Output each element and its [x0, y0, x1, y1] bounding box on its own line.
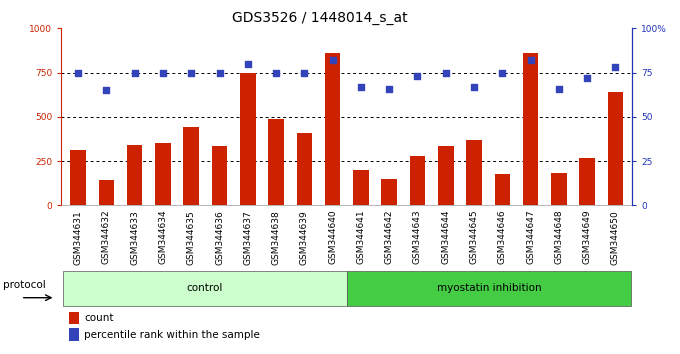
- Text: GSM344648: GSM344648: [554, 210, 563, 264]
- Text: GSM344650: GSM344650: [611, 210, 620, 264]
- Bar: [608, 92, 623, 205]
- Bar: [494, 175, 510, 205]
- Bar: [296, 133, 312, 205]
- Point: [271, 70, 282, 75]
- Text: GSM344636: GSM344636: [215, 210, 224, 264]
- Point: [469, 84, 479, 90]
- Text: GSM344640: GSM344640: [328, 210, 337, 264]
- Bar: [184, 127, 199, 205]
- Bar: [71, 150, 86, 205]
- Bar: [63, 271, 347, 306]
- Point: [129, 70, 140, 75]
- Point: [299, 70, 310, 75]
- Text: GSM344633: GSM344633: [131, 210, 139, 264]
- Point: [186, 70, 197, 75]
- Bar: [325, 53, 341, 205]
- Point: [554, 86, 564, 91]
- Text: GSM344644: GSM344644: [441, 210, 450, 264]
- Bar: [269, 119, 284, 205]
- Bar: [127, 145, 143, 205]
- Bar: [551, 172, 566, 205]
- Text: GSM344637: GSM344637: [243, 210, 252, 264]
- Point: [384, 86, 394, 91]
- Point: [610, 64, 621, 70]
- Text: myostatin inhibition: myostatin inhibition: [437, 283, 541, 293]
- Text: control: control: [186, 283, 223, 293]
- Text: GSM344643: GSM344643: [413, 210, 422, 264]
- Point: [581, 75, 592, 81]
- Point: [497, 70, 508, 75]
- Bar: [381, 179, 397, 205]
- Bar: [69, 328, 79, 341]
- Bar: [466, 140, 482, 205]
- Text: GDS3526 / 1448014_s_at: GDS3526 / 1448014_s_at: [232, 11, 407, 25]
- Point: [525, 57, 536, 63]
- Point: [73, 70, 84, 75]
- Bar: [211, 146, 227, 205]
- Text: GSM344639: GSM344639: [300, 210, 309, 264]
- Point: [412, 73, 423, 79]
- Point: [356, 84, 367, 90]
- Text: percentile rank within the sample: percentile rank within the sample: [84, 330, 260, 339]
- Bar: [99, 180, 114, 205]
- Point: [327, 57, 338, 63]
- Text: GSM344634: GSM344634: [158, 210, 167, 264]
- Point: [158, 70, 169, 75]
- Text: GSM344638: GSM344638: [271, 210, 281, 264]
- Bar: [69, 312, 79, 324]
- Text: GSM344646: GSM344646: [498, 210, 507, 264]
- Point: [242, 61, 253, 67]
- Text: GSM344641: GSM344641: [356, 210, 365, 264]
- Text: GSM344631: GSM344631: [73, 210, 83, 264]
- Text: GSM344632: GSM344632: [102, 210, 111, 264]
- Point: [441, 70, 452, 75]
- Bar: [240, 73, 256, 205]
- Text: GSM344635: GSM344635: [187, 210, 196, 264]
- Point: [101, 87, 112, 93]
- Point: [214, 70, 225, 75]
- Bar: [438, 146, 454, 205]
- Text: GSM344649: GSM344649: [583, 210, 592, 264]
- Bar: [155, 143, 171, 205]
- Text: GSM344642: GSM344642: [385, 210, 394, 264]
- Bar: [347, 271, 631, 306]
- Text: protocol: protocol: [3, 280, 46, 290]
- Text: GSM344647: GSM344647: [526, 210, 535, 264]
- Bar: [410, 156, 425, 205]
- Bar: [353, 170, 369, 205]
- Bar: [579, 159, 595, 205]
- Bar: [523, 53, 539, 205]
- Text: count: count: [84, 313, 114, 323]
- Text: GSM344645: GSM344645: [470, 210, 479, 264]
